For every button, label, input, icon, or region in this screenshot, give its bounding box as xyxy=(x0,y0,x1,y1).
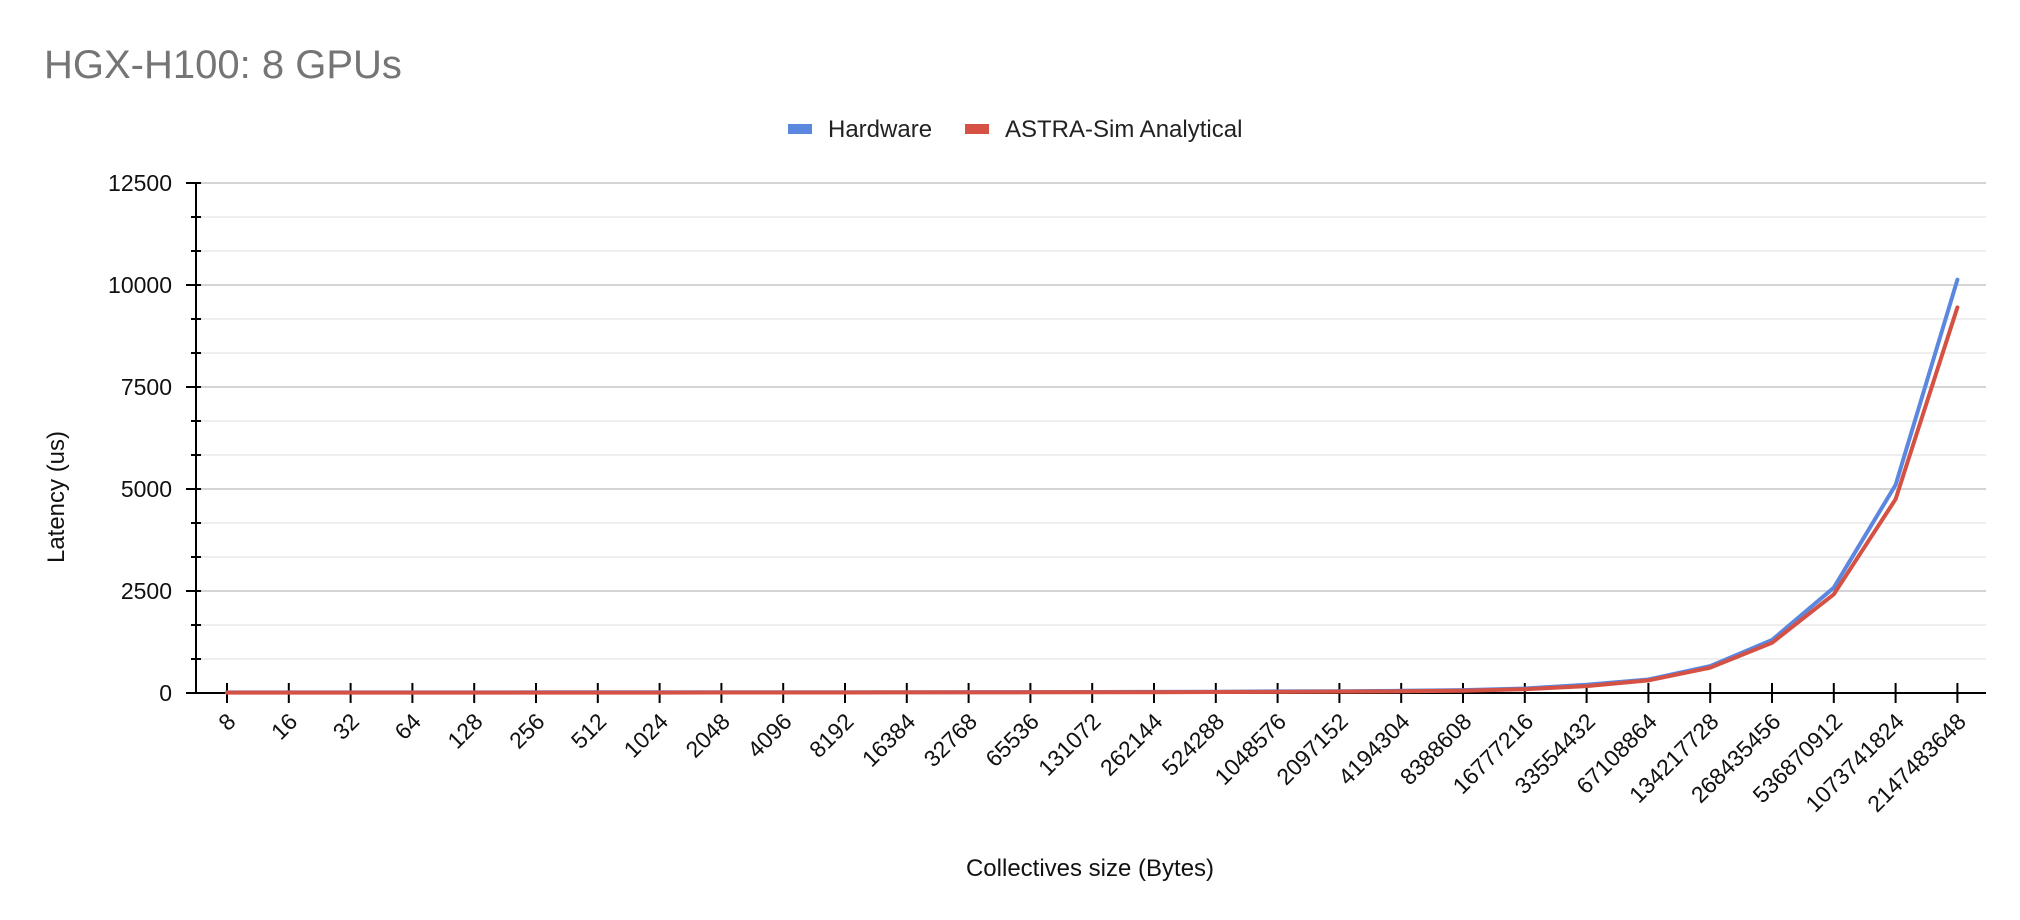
legend-label-hardware: Hardware xyxy=(828,116,932,143)
x-tick-label: 8192 xyxy=(804,708,859,763)
y-tick-label: 2500 xyxy=(121,578,172,604)
x-tick-label: 32 xyxy=(328,708,364,744)
series-line-hardware xyxy=(225,277,1960,695)
legend-label-astra-sim: ASTRA-Sim Analytical xyxy=(1005,116,1242,143)
x-tick-label: 262144 xyxy=(1095,708,1168,781)
y-tick-label: 0 xyxy=(159,680,172,706)
x-tick-label: 16384 xyxy=(857,708,921,772)
x-axis-title: Collectives size (Bytes) xyxy=(966,855,1214,882)
x-tick-label: 256 xyxy=(504,708,550,754)
gridlines xyxy=(196,182,1986,660)
y-axis: 0 2500 5000 7500 10000 12500 xyxy=(108,170,201,706)
y-tick-label: 12500 xyxy=(108,170,172,196)
legend-swatch-hardware xyxy=(788,124,812,134)
y-tick-label: 10000 xyxy=(108,272,172,298)
x-tick-label: 1024 xyxy=(619,708,674,763)
legend-swatch-astra-sim xyxy=(965,124,989,134)
y-axis-title: Latency (us) xyxy=(43,431,70,563)
x-tick-label: 2048 xyxy=(680,708,735,763)
y-tick-label: 7500 xyxy=(121,374,172,400)
x-axis: 8 16 32 64 128 256 512 1024 2048 4096 819216384327… xyxy=(186,683,1986,817)
x-tick-label: 128 xyxy=(442,708,488,754)
chart-title: HGX-H100: 8 GPUs xyxy=(44,43,402,87)
x-tick-label: 8 xyxy=(213,708,240,735)
x-tick-label: 4096 xyxy=(742,708,797,763)
y-tick-label: 5000 xyxy=(121,476,172,502)
x-tick-label: 16 xyxy=(266,708,302,744)
series-group xyxy=(225,277,1960,695)
legend: Hardware ASTRA-Sim Analytical xyxy=(788,116,1242,143)
x-tick-label: 64 xyxy=(389,708,426,745)
x-tick-label: 512 xyxy=(566,708,612,754)
series-line-astra-sim-analytical xyxy=(225,305,1960,695)
x-tick-label: 131072 xyxy=(1033,708,1106,781)
x-tick-label: 32768 xyxy=(919,708,983,772)
